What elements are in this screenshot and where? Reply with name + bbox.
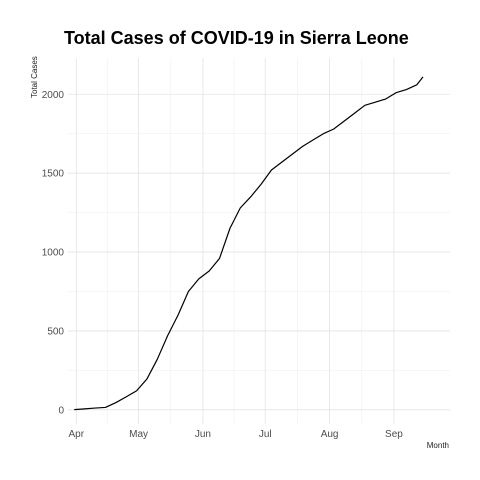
y-tick-label: 1000 — [42, 248, 65, 259]
x-tick-label: Aug — [321, 429, 339, 440]
y-tick-label: 1500 — [42, 169, 65, 180]
x-axis-label: Month — [427, 441, 449, 450]
x-tick-label: Jul — [259, 429, 272, 440]
x-tick-label: Sep — [385, 429, 403, 440]
y-tick-label: 0 — [58, 405, 64, 416]
chart-title: Total Cases of COVID-19 in Sierra Leone — [64, 28, 409, 48]
series-group — [74, 77, 423, 410]
x-tick-label: Apr — [69, 429, 85, 440]
series-line-0 — [74, 77, 423, 410]
grid — [68, 58, 450, 424]
y-tick-label: 2000 — [42, 90, 65, 101]
x-tick-label: May — [129, 429, 148, 440]
x-tick-labels: Apr May Jun Jul Aug Sep — [69, 429, 404, 440]
y-axis-label: Total Cases — [30, 56, 39, 98]
y-tick-labels: 0 500 1000 1500 2000 — [42, 90, 65, 417]
x-tick-label: Jun — [195, 429, 211, 440]
y-tick-label: 500 — [47, 326, 64, 337]
